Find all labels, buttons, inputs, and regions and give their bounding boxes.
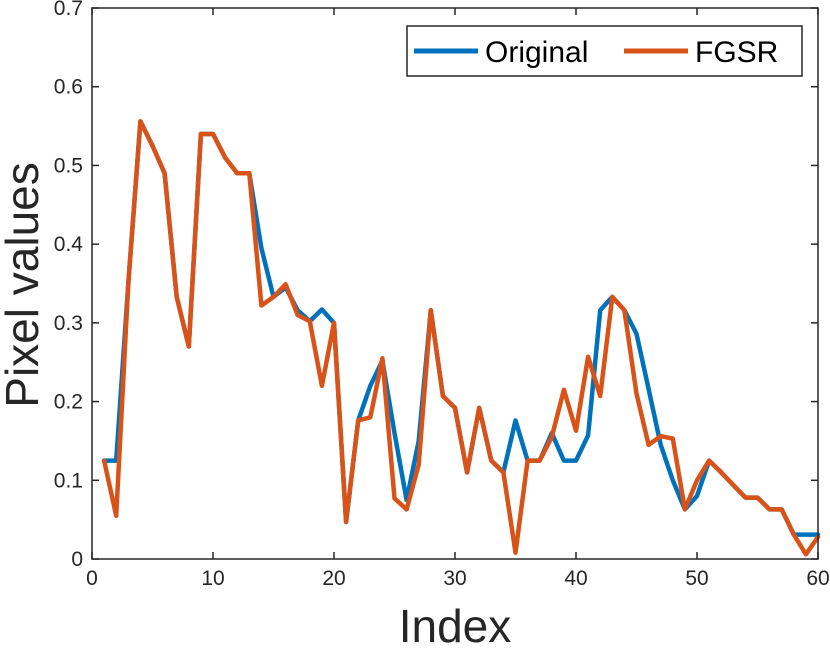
x-tick-label: 0 [86, 567, 98, 590]
y-tick-label: 0.6 [54, 76, 83, 99]
y-tick-label: 0.3 [54, 312, 83, 335]
x-tick-label: 60 [806, 567, 829, 590]
y-axis-title: Pixel values [0, 162, 48, 407]
legend-label-original: Original [485, 36, 588, 69]
y-tick-label: 0.5 [54, 154, 83, 177]
x-tick-label: 20 [322, 567, 345, 590]
y-tick-label: 0.4 [54, 233, 84, 256]
x-tick-label: 50 [685, 567, 708, 590]
legend: Original FGSR [406, 25, 803, 77]
plot-area-background [92, 8, 818, 559]
series-line-fgsr [101, 119, 821, 557]
y-tick-label: 0.2 [54, 391, 83, 414]
legend-label-fgsr: FGSR [695, 36, 778, 69]
x-tick-label: 30 [443, 567, 466, 590]
y-tick-label: 0.1 [54, 469, 83, 492]
y-tick-label: 0.7 [54, 0, 83, 20]
x-tick-label: 40 [564, 567, 587, 590]
x-tick-label: 10 [201, 567, 224, 590]
series-layer [101, 119, 821, 557]
x-axis-title: Index [399, 600, 512, 648]
tick-layer: 0 10 20 30 40 50 60 0 0.1 0.2 0.3 0.4 0.5 0.6 0.7 [54, 0, 830, 590]
y-tick-label: 0 [71, 548, 83, 571]
